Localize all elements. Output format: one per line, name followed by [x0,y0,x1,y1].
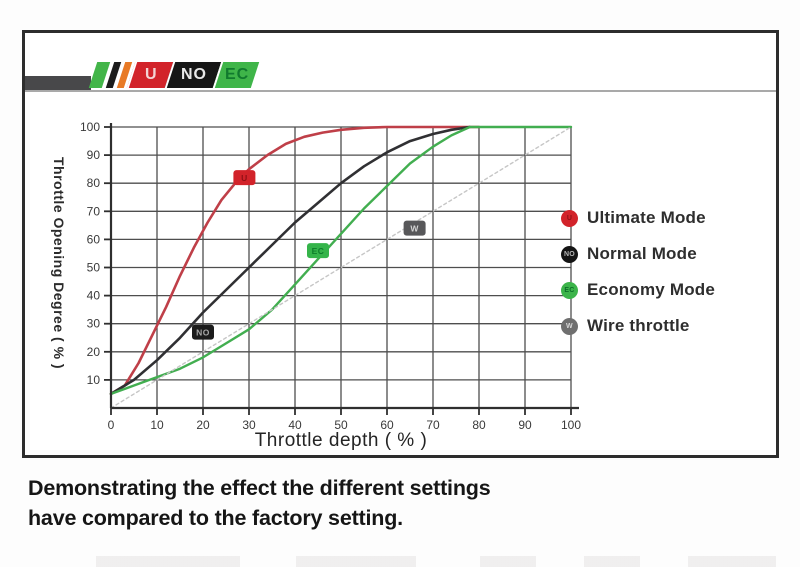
throttle-curve-chart: 0 10 20 30 40 50 60 70 80 90 100 10 20 30 40 50 60 70 80 90… [69,115,591,460]
legend-label-economy: Economy Mode [587,280,716,299]
svg-text:20: 20 [87,345,101,359]
svg-text:10: 10 [150,418,164,432]
series-curve-economy-mode [109,125,573,396]
legend-dot-ultimate-icon: U [561,209,578,227]
svg-text:40: 40 [288,418,302,432]
y-axis-title: Throttle Opening Degree ( % ) [51,156,67,370]
curve-badge-w: W [403,220,426,236]
svg-text:40: 40 [87,289,101,303]
legend-dot-wire-letter: W [566,322,573,330]
figure-caption: Demonstrating the effect the different s… [28,474,491,533]
svg-text:90: 90 [87,148,101,162]
svg-text:100: 100 [561,418,581,432]
svg-text:80: 80 [87,176,101,190]
legend-item-economy: EC Economy Mode [561,280,716,299]
curve-badge-no: NO [192,324,214,340]
svg-text:20: 20 [196,418,210,432]
logo-underline-rule [25,90,776,92]
legend-dot-wire-icon: W [561,317,578,335]
chart-panel: U NO EC Throttle Opening Degree ( % ) 0 1… [22,30,779,458]
legend-dot-economy-icon: EC [561,281,578,299]
svg-text:70: 70 [87,204,101,218]
cropped-bottom-content-strip [0,556,800,567]
legend-dot-normal-icon: NO [561,245,578,263]
legend-item-normal: NO Normal Mode [561,244,715,263]
legend-dot-economy-letter: EC [564,286,575,294]
tick-labels: 0 10 20 30 40 50 60 70 80 90 100 10 20 30 40 50 60 70 80 90… [80,120,581,432]
legend-dot-ultimate-letter: U [566,214,573,222]
logo-block-normal-label: NO [181,66,207,83]
logo-block-economy: EC [212,62,260,88]
series-curve-normal-mode [109,125,472,396]
legend-label-normal: Normal Mode [587,244,697,263]
legend-item-ultimate: U Ultimate Mode [561,208,715,227]
curve-badge-u: U [233,170,256,186]
logo-block-economy-label: EC [224,66,250,83]
legend-item-wire: W Wire throttle [561,316,715,335]
figure-caption-line1: Demonstrating the effect the different s… [28,476,491,500]
svg-text:90: 90 [518,418,532,432]
axes [109,123,579,410]
svg-text:10: 10 [87,373,101,387]
svg-text:80: 80 [472,418,486,432]
curve-badge-ec: EC [307,243,329,259]
svg-text:50: 50 [334,418,348,432]
tick-marks [104,126,572,415]
logo-swoosh-bar [25,76,91,90]
svg-text:0: 0 [108,418,115,432]
svg-text:100: 100 [80,120,100,134]
chart-svg: 0 10 20 30 40 50 60 70 80 90 100 10 20 30 40 50 60 70 80 90… [80,120,581,451]
logo-block-ultimate-label: U [144,66,158,83]
logo-stripes-and-blocks: U NO EC [88,62,260,88]
x-axis-title: Throttle depth ( % ) [255,430,428,451]
svg-text:30: 30 [242,418,256,432]
svg-text:60: 60 [380,418,394,432]
svg-text:U: U [241,173,248,183]
svg-text:NO: NO [196,328,210,338]
legend-label-ultimate: Ultimate Mode [587,208,706,227]
svg-text:70: 70 [426,418,440,432]
svg-text:50: 50 [87,261,101,275]
svg-text:60: 60 [87,232,101,246]
svg-text:30: 30 [87,317,101,331]
series-curve-wire-throttle [110,126,572,409]
figure-caption-line2: have compared to the factory setting. [28,505,403,530]
legend-dot-normal-letter: NO [563,250,576,258]
legend-label-wire: Wire throttle [587,316,690,335]
svg-text:W: W [410,224,419,234]
svg-text:EC: EC [312,246,325,256]
chart-legend: U Ultimate Mode NO Normal Mode EC Econom… [561,208,716,353]
